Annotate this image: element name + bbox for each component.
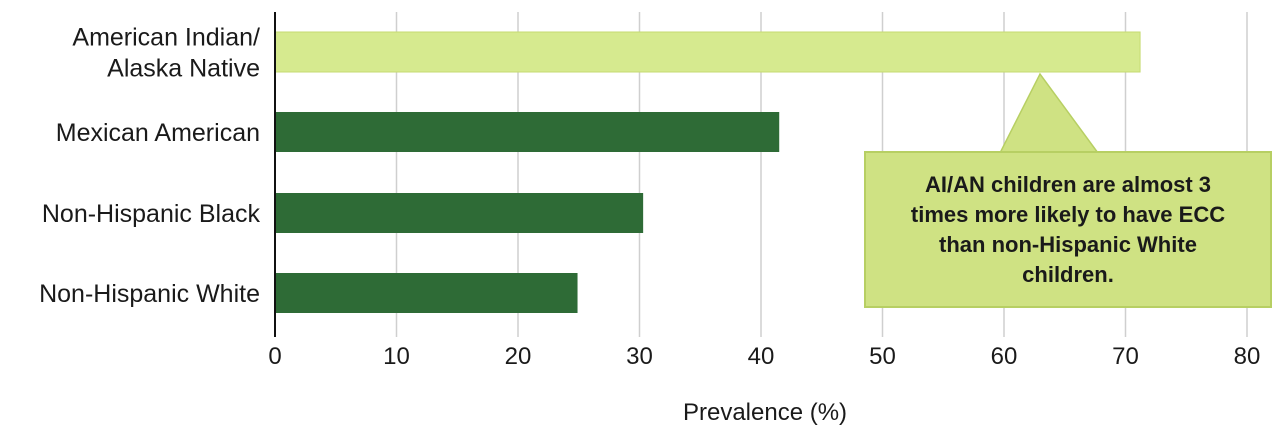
bar — [275, 193, 643, 233]
callout-text: AI/AN children are almost 3 times more l… — [894, 170, 1242, 290]
category-label: Alaska Native — [107, 55, 260, 83]
x-tick-label: 30 — [626, 343, 653, 370]
x-tick-label: 10 — [383, 343, 410, 370]
x-tick-label: 0 — [268, 343, 281, 370]
bar — [275, 112, 779, 152]
category-label: Mexican American — [56, 119, 260, 147]
category-label: Non-Hispanic Black — [42, 200, 261, 228]
bar — [275, 273, 578, 313]
category-label: American Indian/ — [72, 24, 260, 52]
callout-annotation: AI/AN children are almost 3 times more l… — [864, 151, 1272, 308]
x-tick-label: 70 — [1112, 343, 1139, 370]
x-tick-labels: 0 10 20 30 40 50 60 70 80 — [268, 343, 1260, 370]
bar — [275, 32, 1140, 72]
x-tick-label: 60 — [991, 343, 1018, 370]
x-tick-label: 50 — [869, 343, 896, 370]
x-tick-label: 40 — [748, 343, 775, 370]
callout-pointer — [1000, 74, 1098, 153]
x-tick-label: 80 — [1234, 343, 1261, 370]
category-labels: American Indian/Alaska Native Mexican Ame… — [39, 24, 260, 309]
category-label: Non-Hispanic White — [39, 280, 260, 308]
x-axis-title: Prevalence (%) — [683, 399, 847, 426]
x-tick-label: 20 — [505, 343, 532, 370]
